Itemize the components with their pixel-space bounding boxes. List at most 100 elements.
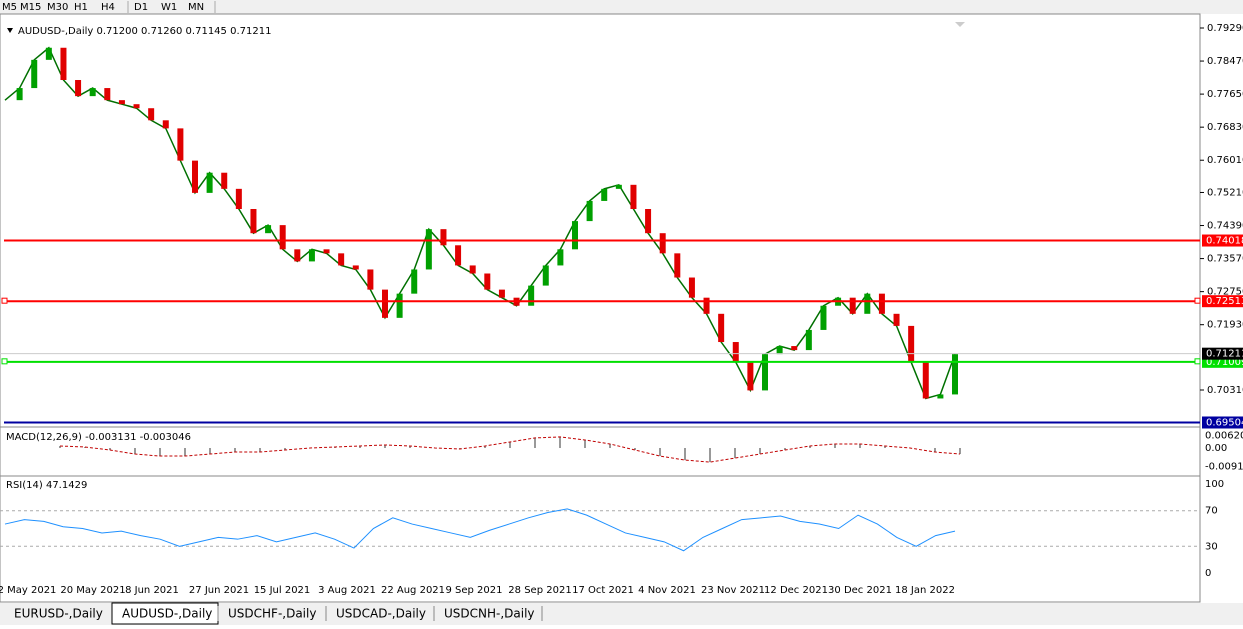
macd-signal <box>59 436 961 463</box>
symbol-tab[interactable]: EURUSD-,Daily <box>14 607 103 621</box>
level-handle[interactable] <box>1 358 8 365</box>
candle <box>279 225 286 250</box>
level-handle[interactable] <box>1 297 8 304</box>
candle <box>703 297 710 314</box>
level-tag <box>1202 416 1243 429</box>
candle <box>45 47 52 60</box>
level-handle[interactable] <box>1194 297 1201 304</box>
candle <box>732 342 739 363</box>
candle <box>937 394 944 399</box>
rsi-line <box>4 508 956 552</box>
date-label: 2 May 2021 <box>0 585 56 596</box>
rsi-axis-label: 30 <box>1205 541 1218 552</box>
date-label: 8 Jun 2021 <box>125 585 179 596</box>
level-label: 0.72513 <box>1206 296 1243 307</box>
candle <box>791 346 798 351</box>
candle <box>718 313 725 343</box>
candle <box>31 59 38 89</box>
level-tag <box>1202 295 1243 308</box>
candle <box>177 128 184 161</box>
current-price-tag <box>1202 347 1243 360</box>
candle <box>192 160 198 193</box>
level-label: 0.71009 <box>1206 357 1243 368</box>
candle <box>893 313 900 326</box>
macd-axis-label: 0.00 <box>1205 443 1227 454</box>
candle <box>148 108 155 121</box>
rsi-label: RSI(14) 47.1429 <box>6 480 87 491</box>
date-label: 30 Dec 2021 <box>828 585 892 596</box>
menu-arrow <box>7 28 13 33</box>
candle <box>294 249 301 262</box>
date-label: 23 Nov 2021 <box>701 585 765 596</box>
candle <box>396 293 403 318</box>
timeframe-button[interactable]: W1 <box>161 2 177 13</box>
candle <box>601 188 608 201</box>
candle <box>747 362 754 391</box>
symbol-tab[interactable]: AUDUSD-,Daily <box>122 607 212 621</box>
symbol-tab[interactable]: USDCNH-,Daily <box>444 607 535 621</box>
date-label: 12 Dec 2021 <box>764 585 828 596</box>
candle <box>688 277 695 298</box>
candle <box>952 354 958 395</box>
candle <box>16 88 23 101</box>
candle <box>528 285 535 306</box>
candle <box>308 249 315 262</box>
symbol-tab[interactable]: USDCHF-,Daily <box>228 607 316 621</box>
timeframe-button[interactable]: MN <box>188 2 204 13</box>
candle <box>411 269 418 294</box>
shift-marker <box>955 22 965 27</box>
candle <box>250 209 257 234</box>
candle <box>89 88 96 97</box>
candle <box>338 253 345 266</box>
candle <box>162 120 169 129</box>
date-label: 20 May 2021 <box>60 585 125 596</box>
timeframe-button[interactable]: M30 <box>47 2 68 13</box>
candle <box>206 172 213 193</box>
date-label: 4 Nov 2021 <box>638 585 696 596</box>
candle <box>776 346 783 355</box>
candle <box>615 184 622 189</box>
candle <box>630 184 637 209</box>
date-label: 27 Jun 2021 <box>189 585 249 596</box>
level-handle[interactable] <box>1194 358 1201 365</box>
candle <box>864 293 871 314</box>
level-label: 0.74018 <box>1206 236 1243 247</box>
timeframe-button[interactable]: M5 <box>2 2 17 13</box>
current-price-label: 0.71211 <box>1206 349 1243 360</box>
candle <box>659 233 666 254</box>
level-label: 0.69504 <box>1206 417 1243 428</box>
candle <box>455 245 462 266</box>
macd-axis-label: -0.009197 <box>1205 462 1243 473</box>
candle <box>674 253 681 278</box>
candle <box>221 172 228 189</box>
timeframe-button[interactable]: D1 <box>134 2 148 13</box>
date-label: 3 Aug 2021 <box>318 585 376 596</box>
candle <box>849 297 856 314</box>
candle <box>367 269 374 290</box>
toolbar <box>0 0 1243 14</box>
candle <box>323 249 330 254</box>
candle <box>572 221 578 250</box>
chart-area <box>0 13 1201 603</box>
macd-label: MACD(12,26,9) -0.003131 -0.003046 <box>6 432 191 443</box>
timeframe-button[interactable]: H4 <box>101 2 115 13</box>
rsi-axis-label: 100 <box>1205 479 1224 490</box>
timeframe-button[interactable]: M15 <box>20 2 41 13</box>
symbol-tab[interactable]: USDCAD-,Daily <box>336 607 426 621</box>
date-label: 18 Jan 2022 <box>895 585 955 596</box>
candle <box>762 354 768 391</box>
candle <box>352 265 359 270</box>
symbol-info: AUDUSD-,Daily 0.71200 0.71260 0.71145 0.… <box>18 26 271 37</box>
timeframe-button[interactable]: H1 <box>74 2 88 13</box>
candle <box>542 265 549 286</box>
candle <box>645 209 652 234</box>
